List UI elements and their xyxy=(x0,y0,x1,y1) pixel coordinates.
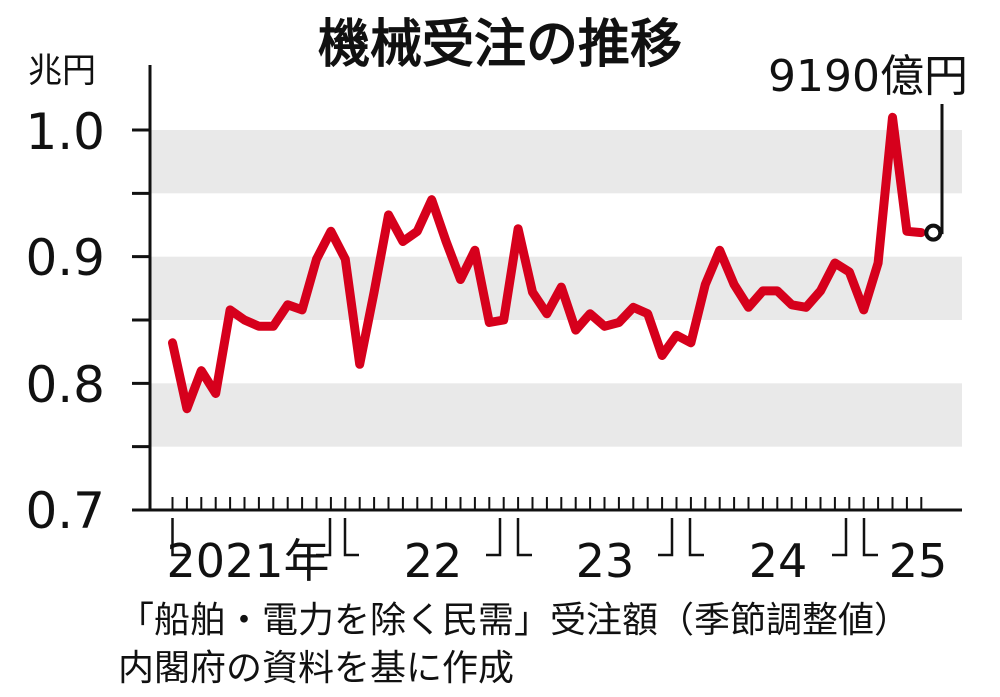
footnote-series-description: 「船舶・電力を除く民需」受注額（季節調整値） xyxy=(118,600,910,641)
year-bracket-end-3 xyxy=(832,518,848,557)
series-line-orders xyxy=(168,112,926,414)
y-axis-unit-label: 兆円 xyxy=(28,51,96,91)
x-year-label-2024: 24 xyxy=(749,534,808,588)
x-axis-month-ticks xyxy=(171,497,923,510)
year-bracket-end-2 xyxy=(658,518,674,557)
x-year-label-2021: 2021年 xyxy=(166,534,329,588)
x-year-label-2025: 25 xyxy=(889,534,948,588)
year-bracket-start-3 xyxy=(688,518,704,557)
year-bracket-start-0 xyxy=(171,518,187,557)
grid-band-0 xyxy=(150,383,962,447)
year-bracket-end-1 xyxy=(486,518,502,557)
year-bracket-start-1 xyxy=(343,518,359,557)
year-bracket-end-0 xyxy=(316,518,332,557)
y-tick-label-0.8: 0.8 xyxy=(25,356,105,414)
year-brackets xyxy=(171,518,878,557)
grid-band-2 xyxy=(150,130,962,194)
footnote-source: 内閣府の資料を基に作成 xyxy=(118,648,514,689)
y-axis-minor-ticks xyxy=(132,128,150,512)
callout-leader-line xyxy=(940,104,944,235)
y-tick-label-1.0: 1.0 xyxy=(25,103,105,161)
y-tick-label-0.9: 0.9 xyxy=(25,229,105,287)
last-point-marker xyxy=(924,223,943,242)
callout-label: 9190億円 xyxy=(768,51,968,102)
x-year-label-2023: 23 xyxy=(576,534,635,588)
y-tick-label-0.7: 0.7 xyxy=(25,482,105,540)
year-bracket-start-4 xyxy=(862,518,878,557)
chart-title: 機械受注の推移 xyxy=(318,15,682,75)
year-bracket-start-2 xyxy=(516,518,532,557)
x-year-label-2022: 22 xyxy=(404,534,463,588)
